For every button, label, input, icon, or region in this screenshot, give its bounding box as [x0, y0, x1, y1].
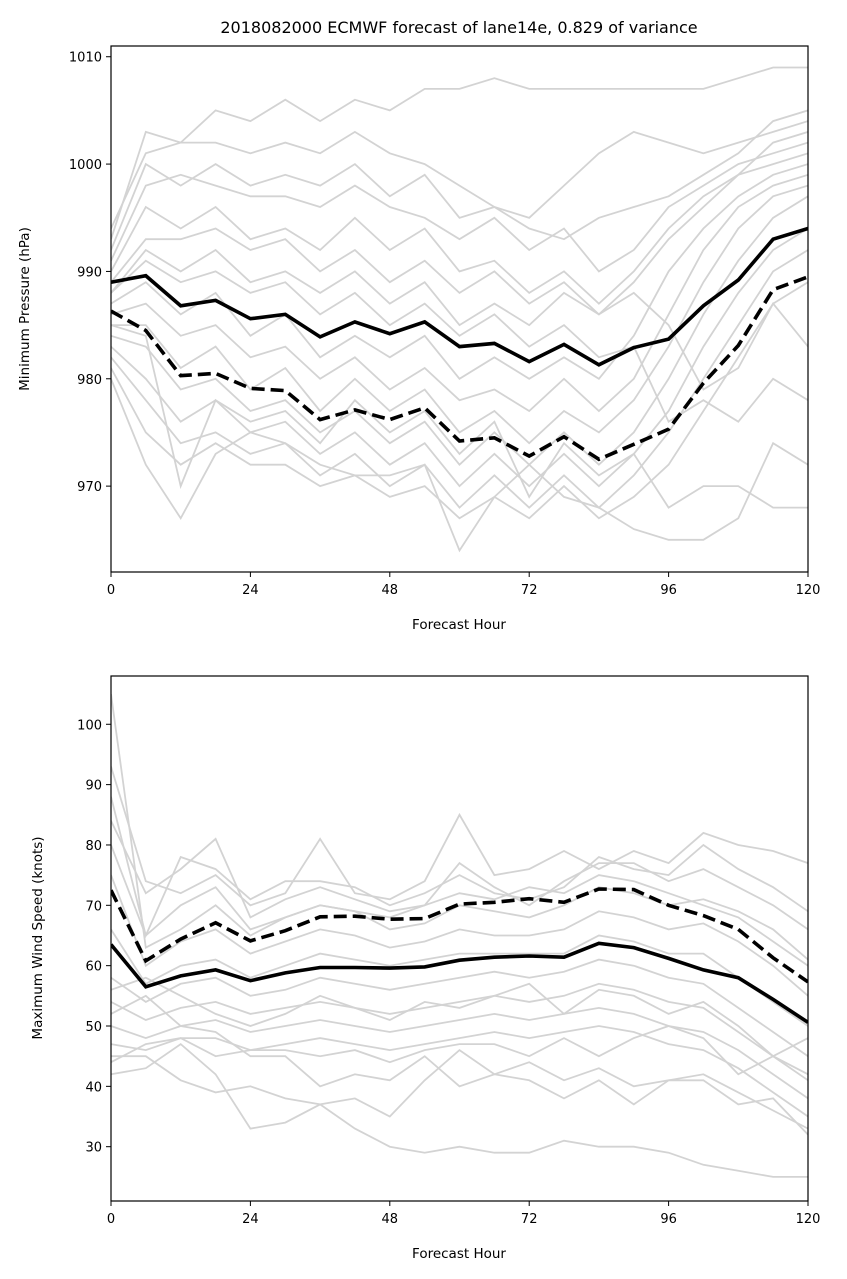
pressure-x-axis-label: Forecast Hour [412, 617, 506, 633]
wind-member-8-line [111, 958, 808, 1057]
pressure-x-tick-label: 72 [521, 583, 538, 598]
pressure-member-15-line [111, 324, 808, 509]
wind-y-ticks: 30 40 50 60 70 80 90 100 [77, 718, 111, 1156]
pressure-x-tick-label: 96 [660, 583, 677, 598]
pressure-member-13-line [111, 281, 808, 520]
wind-mean-lines [111, 887, 808, 1024]
chart-title: 2018082000 ECMWF forecast of lane14e, 0.… [220, 18, 697, 37]
wind-x-axis-label: Forecast Hour [412, 1246, 506, 1262]
wind-panel: 0 24 48 72 96 120 30 40 50 60 70 80 90 100 Forecast … [30, 675, 821, 1262]
pressure-mean-lines [111, 226, 808, 462]
pressure-ensemble-members [111, 66, 808, 553]
pressure-member-5-line [111, 131, 808, 305]
wind-x-tick-label: 120 [796, 1212, 821, 1227]
wind-x-tick-label: 48 [382, 1212, 399, 1227]
pressure-x-tick-label: 24 [242, 583, 259, 598]
wind-y-tick-label: 90 [85, 779, 102, 794]
pressure-member-12-line [111, 249, 808, 509]
wind-y-tick-label: 70 [85, 899, 102, 914]
pressure-member-2-line [111, 109, 808, 241]
wind-member-11-line [111, 1025, 808, 1118]
pressure-member-4-line [111, 141, 808, 273]
pressure-member-16-line [111, 259, 808, 423]
pressure-y-axis-label: Minimum Pressure (hPa) [17, 227, 33, 391]
pressure-y-ticks: 970 980 990 1000 1010 [69, 51, 111, 495]
wind-member-low-line [111, 1055, 808, 1178]
pressure-member-high-line [111, 66, 808, 229]
wind-y-tick-label: 50 [85, 1020, 102, 1035]
wind-member-10-line [111, 1006, 808, 1100]
pressure-member-10-line [111, 195, 808, 467]
wind-y-axis-label: Maximum Wind Speed (knots) [30, 836, 46, 1039]
pressure-y-tick-label: 1010 [69, 51, 102, 66]
wind-member-15-line [111, 994, 808, 1130]
wind-member-high-start-line [111, 693, 808, 967]
pressure-y-tick-label: 970 [77, 480, 102, 495]
wind-ensemble-mean-line [111, 941, 808, 1024]
pressure-member-6-line [111, 152, 808, 327]
wind-member-13-line [111, 1042, 808, 1136]
pressure-y-tick-label: 1000 [69, 158, 102, 173]
pressure-y-tick-label: 990 [77, 265, 102, 280]
wind-member-2-line [111, 766, 808, 907]
wind-y-tick-label: 80 [85, 839, 102, 854]
wind-member-4-line [111, 820, 808, 931]
pressure-x-ticks: 0 24 48 72 96 120 [107, 572, 821, 598]
wind-x-tick-label: 24 [242, 1212, 259, 1227]
wind-x-tick-label: 0 [107, 1212, 115, 1227]
wind-member-16-line [111, 976, 808, 1058]
pressure-y-tick-label: 980 [77, 373, 102, 388]
wind-member-6-line [111, 874, 808, 997]
wind-plot-frame [110, 675, 809, 1202]
pressure-x-tick-label: 48 [382, 583, 399, 598]
pressure-member-9-line [111, 184, 808, 445]
pressure-member-14-line [111, 378, 808, 553]
wind-y-tick-label: 30 [85, 1141, 102, 1156]
wind-member-9-line [111, 982, 808, 1076]
wind-member-5-line [111, 844, 808, 961]
pressure-x-tick-label: 120 [796, 583, 821, 598]
wind-weighted-mean-line [111, 887, 808, 984]
pressure-member-17-line [111, 227, 808, 391]
pressure-member-11-line [111, 227, 808, 488]
pressure-member-3-line [111, 120, 808, 251]
pressure-panel: 0 24 48 72 96 120 970 980 990 1000 1010 Forecast … [17, 45, 821, 633]
wind-member-3-line [111, 796, 808, 939]
wind-x-tick-label: 72 [521, 1212, 538, 1227]
wind-x-tick-label: 96 [660, 1212, 677, 1227]
pressure-ensemble-mean-line [111, 226, 808, 367]
wind-y-tick-label: 60 [85, 960, 102, 975]
pressure-x-tick-label: 0 [107, 583, 115, 598]
pressure-member-8-line [111, 173, 808, 413]
pressure-plot-frame [110, 45, 809, 573]
wind-member-7-line [111, 928, 808, 1027]
wind-ensemble-members [111, 693, 808, 1178]
wind-x-ticks: 0 24 48 72 96 120 [107, 1201, 821, 1227]
pressure-weighted-mean-line [111, 275, 808, 462]
wind-y-tick-label: 100 [77, 718, 102, 733]
wind-y-tick-label: 40 [85, 1080, 102, 1095]
wind-member-12-line [111, 1025, 808, 1082]
